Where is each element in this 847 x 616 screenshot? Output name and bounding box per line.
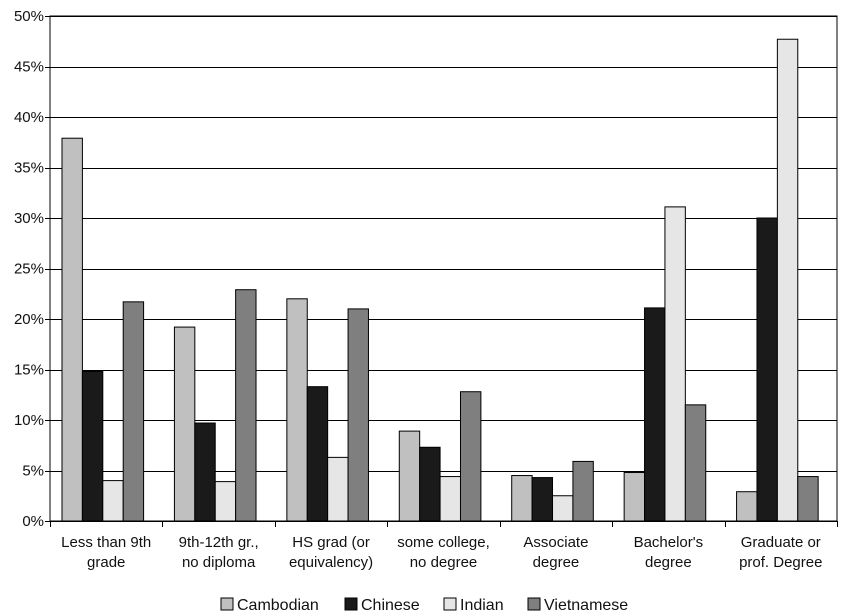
x-category-label: grade xyxy=(87,554,125,571)
bar-vietnamese-6 xyxy=(797,476,819,522)
y-tick-label: 40% xyxy=(14,109,44,126)
legend-swatch-vietnamese xyxy=(527,597,541,611)
legend-swatch-indian xyxy=(443,597,457,611)
bar-cambodian-0 xyxy=(61,137,83,522)
legend-swatch-chinese xyxy=(344,597,358,611)
bar-vietnamese-1 xyxy=(235,289,257,522)
legend-label-cambodian: Cambodian xyxy=(237,597,319,614)
plot-area-frame xyxy=(49,15,838,522)
bars xyxy=(61,38,819,522)
bar-cambodian-4 xyxy=(511,475,533,522)
x-category-label: Less than 9th xyxy=(61,534,151,551)
bar-chinese-6 xyxy=(756,217,778,522)
bar-cambodian-3 xyxy=(398,430,421,522)
x-category-label: Graduate or xyxy=(741,534,821,551)
y-tick-label: 25% xyxy=(14,261,44,278)
legend-label-vietnamese: Vietnamese xyxy=(544,597,628,614)
y-tick-label: 0% xyxy=(22,513,44,530)
bar-chinese-2 xyxy=(306,386,329,522)
bar-vietnamese-0 xyxy=(122,301,145,522)
bar-indian-4 xyxy=(552,495,574,522)
bar-indian-0 xyxy=(102,480,124,522)
bar-indian-1 xyxy=(214,481,237,522)
y-tick-label: 10% xyxy=(14,412,44,429)
x-category-label: no degree xyxy=(410,554,478,571)
bar-indian-3 xyxy=(439,476,461,522)
bar-chinese-0 xyxy=(81,371,104,522)
bar-vietnamese-5 xyxy=(684,404,707,522)
x-category-label: some college, xyxy=(397,534,490,551)
y-tick-label: 15% xyxy=(14,362,44,379)
bar-chinese-4 xyxy=(531,477,554,522)
y-axis-ticks: 0% 5% 10% 15% 20% 25% 30% 35% 40% 45% 50% xyxy=(14,8,50,530)
x-axis-ticks: Less than 9th grade 9th-12th gr., no diplom… xyxy=(50,521,838,571)
bar-vietnamese-2 xyxy=(347,308,369,522)
x-category-label: degree xyxy=(645,554,692,571)
x-category-label: Associate xyxy=(523,534,588,551)
legend-label-chinese: Chinese xyxy=(361,597,420,614)
bar-cambodian-6 xyxy=(736,491,758,522)
bar-chinese-5 xyxy=(644,307,666,522)
bar-cambodian-1 xyxy=(173,326,196,522)
y-tick-label: 35% xyxy=(14,160,44,177)
x-category-label: degree xyxy=(533,554,580,571)
legend-swatch-cambodian xyxy=(220,597,234,611)
y-tick-label: 20% xyxy=(14,311,44,328)
bar-chinese-3 xyxy=(419,446,441,522)
x-category-label: equivalency) xyxy=(289,554,373,571)
legend-label-indian: Indian xyxy=(460,597,504,614)
x-category-label: 9th-12th gr., xyxy=(179,534,259,551)
y-tick-label: 5% xyxy=(22,463,44,480)
bar-cambodian-5 xyxy=(623,472,646,522)
bar-vietnamese-3 xyxy=(459,391,482,522)
bar-indian-2 xyxy=(327,456,349,522)
y-tick-label: 30% xyxy=(14,210,44,227)
x-category-label: prof. Degree xyxy=(739,554,822,571)
x-category-label: Bachelor's xyxy=(634,534,704,551)
bar-vietnamese-4 xyxy=(572,460,594,522)
bar-indian-6 xyxy=(776,38,799,522)
y-tick-label: 50% xyxy=(14,8,44,25)
grid-lines xyxy=(50,16,837,522)
x-category-label: HS grad (or xyxy=(292,534,370,551)
bar-chinese-1 xyxy=(194,422,216,522)
bar-cambodian-2 xyxy=(286,298,308,522)
legend: Cambodian Chinese Indian Vietnamese xyxy=(220,597,628,614)
bar-indian-5 xyxy=(664,206,686,522)
x-category-label: no diploma xyxy=(182,554,256,571)
y-tick-label: 45% xyxy=(14,59,44,76)
